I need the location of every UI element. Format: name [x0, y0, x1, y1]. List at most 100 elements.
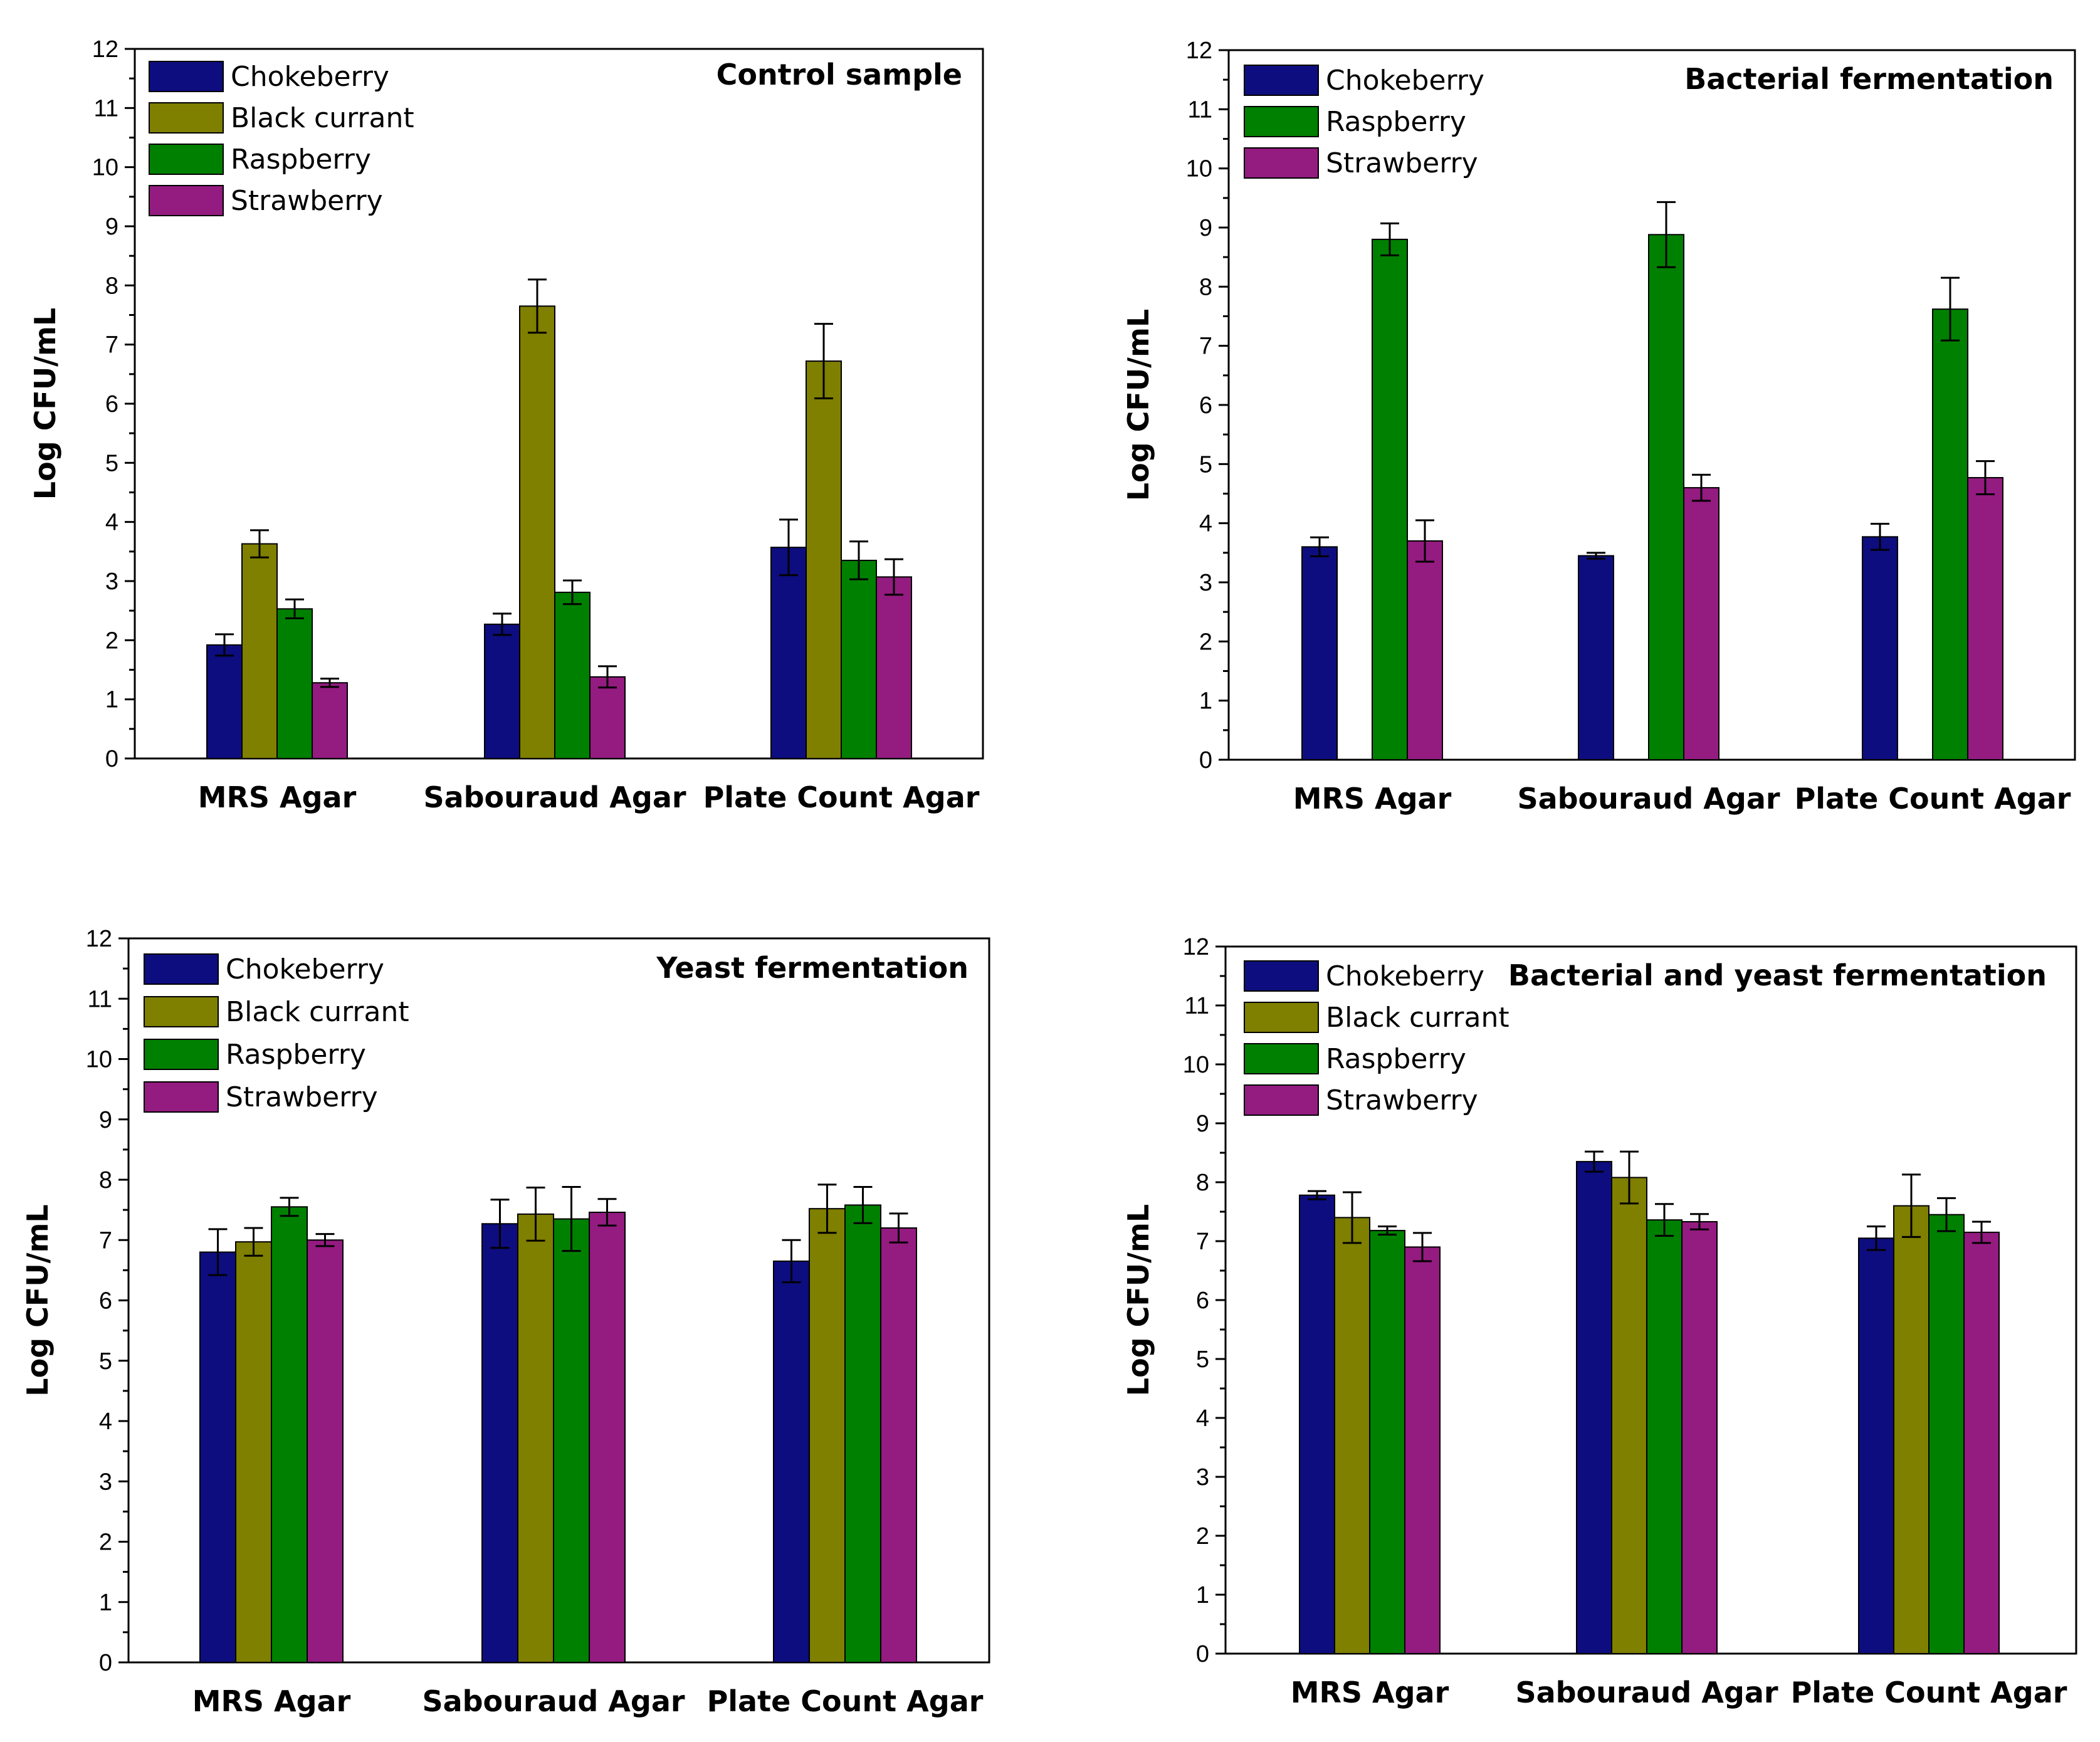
- x-category-label: Sabouraud Agar: [1517, 782, 1780, 816]
- legend: Chokeberry Raspberry Strawberry: [1244, 65, 1484, 179]
- legend-swatch: [149, 102, 224, 134]
- y-tick-label: 10: [1186, 156, 1212, 182]
- legend-swatch: [144, 953, 219, 985]
- y-tick-label: 3: [1196, 1464, 1209, 1491]
- y-tick-label: 6: [1199, 392, 1212, 419]
- legend-entry: Strawberry: [231, 185, 383, 217]
- panel-title: Bacterial fermentation: [1684, 62, 2054, 96]
- legend-entry: Chokeberry: [1326, 960, 1484, 992]
- legend-entry: Strawberry: [226, 1081, 378, 1113]
- legend: Chokeberry Black currant Raspberry Strawber…: [149, 61, 414, 217]
- legend-swatch: [144, 1039, 219, 1070]
- y-tick-label: 11: [1188, 97, 1212, 123]
- legend: Chokeberry Black currant Raspberry Strawber…: [144, 953, 409, 1113]
- bar: [1372, 238, 1408, 761]
- x-category-label: Plate Count Agar: [707, 1684, 984, 1718]
- y-tick-label: 11: [88, 986, 112, 1012]
- bar: [1299, 1194, 1335, 1655]
- y-tick-label: 6: [99, 1288, 112, 1314]
- y-tick-label: 10: [92, 155, 118, 181]
- y-tick-label: 11: [1185, 993, 1209, 1019]
- y-tick-label: 4: [1196, 1405, 1209, 1432]
- bar: [880, 1227, 917, 1663]
- legend-swatch: [149, 61, 224, 92]
- bar: [876, 576, 912, 759]
- bar: [1576, 1161, 1612, 1654]
- x-category-label: Sabouraud Agar: [1515, 1676, 1778, 1709]
- y-tick-label: 1: [1199, 688, 1212, 715]
- bar: [1963, 1231, 2000, 1654]
- y-tick-label: 10: [1183, 1052, 1209, 1078]
- y-tick-label: 7: [99, 1227, 112, 1254]
- y-tick-label: 9: [1196, 1111, 1209, 1137]
- bar: [844, 1204, 881, 1664]
- y-tick-label: 9: [99, 1107, 112, 1133]
- panel-title: Yeast fermentation: [656, 951, 969, 985]
- legend-entry: Chokeberry: [1326, 65, 1484, 97]
- y-tick-label: 3: [99, 1469, 112, 1495]
- legend-swatch: [1244, 106, 1319, 137]
- y-tick-label: 4: [105, 510, 118, 536]
- y-tick-label: 9: [1199, 215, 1212, 241]
- y-axis-title: Log CFU/mL: [21, 1204, 55, 1396]
- x-category-label: Plate Count Agar: [1791, 1676, 2067, 1709]
- bar: [1928, 1214, 1965, 1654]
- y-tick-label: 4: [99, 1409, 112, 1435]
- y-tick-label: 8: [105, 273, 118, 299]
- bar: [770, 547, 807, 759]
- bar: [553, 1218, 590, 1663]
- bar: [235, 1241, 272, 1663]
- bar: [271, 1206, 308, 1663]
- bar: [589, 1211, 626, 1663]
- y-tick-label: 5: [1196, 1346, 1209, 1373]
- legend-swatch: [144, 1081, 219, 1113]
- legend-entry: Raspberry: [1326, 1043, 1466, 1075]
- panel-title: Bacterial and yeast fermentation: [1508, 958, 2047, 992]
- bar: [809, 1208, 846, 1663]
- bar: [1404, 1246, 1441, 1654]
- bar: [484, 623, 520, 760]
- bar: [307, 1239, 344, 1663]
- y-tick-label: 3: [105, 569, 118, 595]
- y-tick-label: 5: [99, 1348, 112, 1375]
- legend-entry: Raspberry: [226, 1039, 366, 1071]
- bar: [806, 360, 842, 759]
- y-tick-label: 12: [92, 36, 118, 63]
- y-tick-label: 12: [1186, 38, 1212, 64]
- legend-entry: Black currant: [231, 102, 414, 134]
- bar: [841, 559, 877, 759]
- legend-entry: Strawberry: [1326, 147, 1478, 179]
- bar: [206, 644, 243, 759]
- legend-entry: Black currant: [1326, 1002, 1509, 1034]
- y-tick-label: 5: [105, 450, 118, 476]
- bar: [312, 682, 348, 759]
- x-category-label: Sabouraud Agar: [422, 1684, 685, 1718]
- y-axis-title: Log CFU/mL: [1121, 1204, 1155, 1396]
- bar: [519, 305, 555, 760]
- y-tick-label: 2: [105, 627, 118, 654]
- legend-entry: Black currant: [226, 996, 409, 1028]
- x-category-label: Plate Count Agar: [703, 780, 980, 814]
- bar: [1334, 1217, 1370, 1654]
- legend-swatch: [1244, 1043, 1319, 1074]
- bar: [1369, 1230, 1405, 1654]
- y-tick-label: 0: [1199, 747, 1212, 774]
- y-tick-label: 7: [1199, 333, 1212, 360]
- y-tick-label: 4: [1199, 511, 1212, 537]
- bar: [241, 543, 278, 759]
- legend-swatch: [144, 996, 219, 1027]
- bar: [1646, 1219, 1683, 1655]
- bar: [517, 1213, 554, 1664]
- bar: [773, 1260, 810, 1663]
- y-tick-label: 8: [1196, 1170, 1209, 1196]
- bar: [1967, 477, 2003, 761]
- x-category-label: MRS Agar: [192, 1684, 351, 1718]
- y-tick-label: 8: [99, 1167, 112, 1194]
- y-tick-label: 2: [99, 1529, 112, 1556]
- legend-entry: Chokeberry: [226, 953, 384, 985]
